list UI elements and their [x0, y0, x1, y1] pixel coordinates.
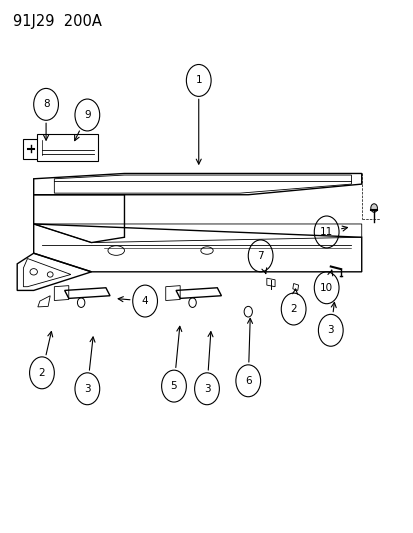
- Text: 8: 8: [43, 99, 49, 109]
- Text: 3: 3: [203, 384, 210, 394]
- Text: 7: 7: [257, 251, 263, 261]
- FancyBboxPatch shape: [37, 134, 98, 161]
- Text: 9: 9: [84, 110, 90, 120]
- FancyBboxPatch shape: [22, 140, 38, 159]
- Text: 10: 10: [319, 283, 332, 293]
- Text: 2: 2: [290, 304, 296, 314]
- Text: 3: 3: [84, 384, 90, 394]
- Text: 1: 1: [195, 76, 202, 85]
- Text: 3: 3: [327, 325, 333, 335]
- Text: 2: 2: [38, 368, 45, 378]
- Text: 5: 5: [170, 381, 177, 391]
- Text: 6: 6: [244, 376, 251, 386]
- Circle shape: [370, 204, 377, 212]
- Text: 4: 4: [142, 296, 148, 306]
- Text: 11: 11: [319, 227, 332, 237]
- Text: 91J29  200A: 91J29 200A: [13, 14, 102, 29]
